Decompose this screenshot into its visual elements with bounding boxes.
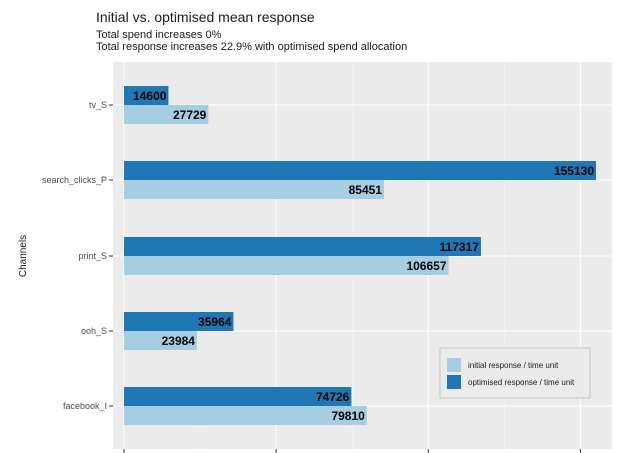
y-tick-label: ooh_S — [81, 326, 107, 336]
bar — [124, 237, 481, 256]
data-label: 35964 — [198, 315, 232, 329]
legend-label: optimised response / time unit — [468, 378, 575, 387]
data-label: 106657 — [406, 259, 446, 273]
bar — [124, 86, 169, 105]
data-label: 117317 — [440, 240, 480, 254]
y-tick-label: tv_S — [89, 100, 107, 110]
chart-subtitle-line-1: Total spend increases 0% — [96, 29, 222, 41]
legend-swatch — [447, 358, 461, 372]
legend-box — [439, 347, 591, 399]
bar — [124, 105, 209, 124]
y-axis-title: Channels — [18, 235, 29, 277]
chart-title: Initial vs. optimised mean response — [96, 9, 315, 25]
data-label: 85451 — [349, 183, 383, 197]
bar — [124, 312, 234, 331]
data-label: 155130 — [554, 164, 594, 178]
data-label: 74726 — [316, 390, 350, 404]
legend-label: initial response / time unit — [468, 361, 559, 370]
y-tick-label: search_clicks_P — [42, 175, 107, 185]
bar — [124, 406, 367, 425]
legend-swatch — [447, 375, 461, 389]
data-label: 79810 — [331, 409, 365, 423]
bar — [124, 387, 352, 406]
bar — [124, 331, 197, 350]
bar — [124, 256, 449, 275]
data-label: 27729 — [173, 108, 207, 122]
data-label: 14600 — [133, 89, 167, 103]
bar — [124, 161, 596, 180]
data-label: 23984 — [162, 334, 196, 348]
y-tick-label: print_S — [78, 251, 107, 261]
bar — [124, 180, 384, 199]
y-tick-label: facebook_I — [63, 401, 107, 411]
chart-subtitle-line-2: Total response increases 22.9% with opti… — [96, 41, 408, 53]
